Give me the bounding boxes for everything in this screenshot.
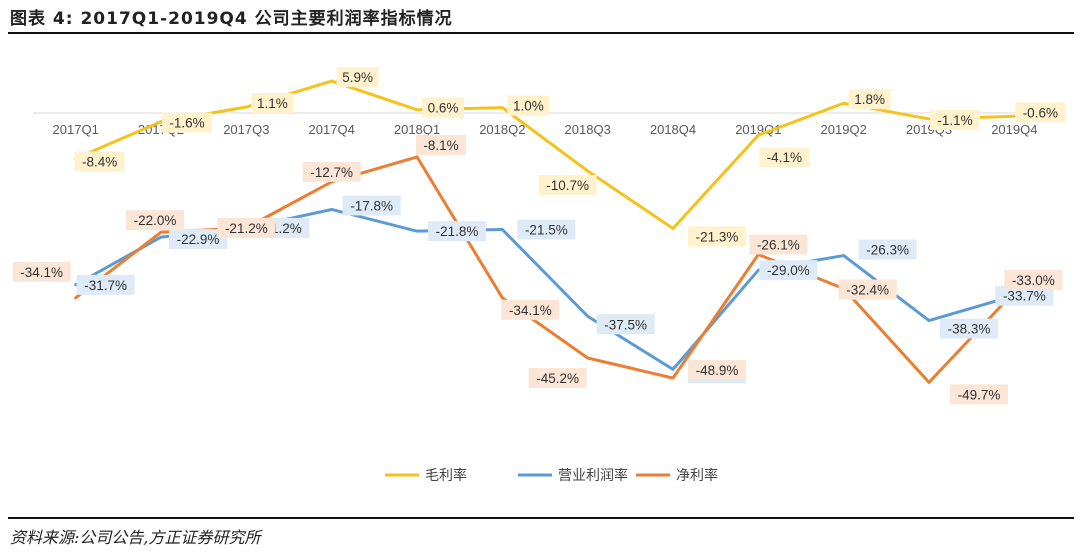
data-label: -0.6% bbox=[1023, 105, 1058, 120]
data-label-bg bbox=[428, 221, 486, 242]
data-label: -31.7% bbox=[84, 278, 127, 293]
data-label-bg bbox=[838, 279, 897, 300]
x-tick-label: 2017Q4 bbox=[309, 122, 355, 137]
data-label-bg bbox=[538, 174, 597, 195]
data-label-bg bbox=[12, 261, 71, 282]
data-label-bg bbox=[528, 367, 587, 388]
data-label-bg bbox=[759, 147, 810, 168]
data-label: -49.7% bbox=[958, 387, 1001, 402]
data-label-bg bbox=[507, 95, 550, 116]
data-label-bg bbox=[858, 239, 917, 260]
data-label: -38.3% bbox=[948, 322, 991, 337]
data-label-bg bbox=[950, 384, 1008, 405]
data-label-bg bbox=[336, 67, 379, 88]
data-label-bg bbox=[501, 299, 560, 320]
x-tick-label: 2019Q2 bbox=[821, 122, 867, 137]
data-label-bg bbox=[1015, 102, 1066, 123]
data-label: -8.1% bbox=[423, 138, 458, 153]
data-label: -34.1% bbox=[20, 265, 63, 280]
x-tick-label: 2019Q1 bbox=[735, 122, 781, 137]
data-label: -26.3% bbox=[866, 243, 909, 258]
data-label-bg bbox=[251, 93, 294, 114]
data-label-bg bbox=[749, 234, 808, 255]
data-label-bg bbox=[759, 260, 818, 281]
x-tick-label: 2018Q4 bbox=[650, 122, 696, 137]
data-label: -32.4% bbox=[846, 283, 889, 298]
data-label-bg bbox=[74, 151, 125, 172]
legend-label: 营业利润率 bbox=[558, 467, 628, 484]
data-label-bg bbox=[1004, 269, 1063, 290]
data-label: -21.8% bbox=[436, 224, 479, 239]
data-label: -10.7% bbox=[546, 178, 589, 193]
data-label-bg bbox=[995, 285, 1054, 306]
data-label: -21.2% bbox=[225, 221, 268, 236]
data-label: -8.4% bbox=[82, 155, 117, 170]
legend-label: 毛利率 bbox=[425, 467, 467, 484]
data-label: -22.0% bbox=[134, 213, 177, 228]
data-label: -17.8% bbox=[350, 198, 393, 213]
x-tick-label: 2018Q2 bbox=[479, 122, 525, 137]
x-tick-label: 2019Q4 bbox=[991, 122, 1037, 137]
data-label: -21.3% bbox=[696, 229, 739, 244]
x-tick-label: 2018Q3 bbox=[565, 122, 611, 137]
data-label: 1.8% bbox=[854, 92, 885, 107]
data-label-bg bbox=[416, 134, 466, 155]
data-label: -37.5% bbox=[604, 317, 647, 332]
x-tick-label: 2017Q3 bbox=[223, 122, 269, 137]
data-label-bg bbox=[517, 219, 576, 240]
data-label: -1.1% bbox=[937, 113, 972, 128]
data-label-bg bbox=[217, 217, 276, 238]
data-label: -26.1% bbox=[757, 237, 800, 252]
data-label: -45.2% bbox=[536, 371, 579, 386]
data-label: -48.9% bbox=[696, 363, 739, 378]
data-label-bg bbox=[126, 210, 184, 231]
data-label: 1.1% bbox=[257, 96, 288, 111]
data-label: -1.6% bbox=[169, 116, 204, 131]
data-label-bg bbox=[688, 360, 746, 381]
data-label-bg bbox=[848, 89, 891, 110]
data-label: -22.9% bbox=[177, 232, 220, 247]
footer-divider bbox=[8, 517, 1074, 519]
legend: 毛利率 营业利润率 净利率 bbox=[385, 467, 718, 484]
data-label-bg bbox=[688, 226, 746, 247]
data-label: -12.7% bbox=[310, 165, 353, 180]
chart-title: 图表 4: 2017Q1-2019Q4 公司主要利润率指标情况 bbox=[10, 9, 453, 29]
data-label-bg bbox=[596, 314, 655, 335]
legend-label: 净利率 bbox=[676, 467, 718, 484]
source-note: 资料来源:公司公告,方正证券研究所 bbox=[10, 528, 261, 547]
x-tick-label: 2017Q1 bbox=[53, 122, 99, 137]
title-divider bbox=[8, 32, 1074, 34]
data-labels: -8.4% -1.6% 1.1% 5.9% 0.6% 1.0% -10.7% -21.3% -4… bbox=[12, 67, 1066, 405]
data-label-bg bbox=[76, 274, 135, 295]
data-label-bg bbox=[302, 161, 361, 182]
data-label-bg bbox=[169, 229, 227, 250]
data-label: -33.0% bbox=[1012, 273, 1055, 288]
data-label-bg bbox=[940, 318, 998, 339]
data-label: -29.0% bbox=[767, 263, 810, 278]
data-label-bg bbox=[422, 97, 464, 118]
data-label-bg bbox=[930, 109, 980, 130]
data-label: 1.0% bbox=[513, 99, 544, 114]
data-label: 0.6% bbox=[428, 101, 459, 116]
data-label: -4.1% bbox=[767, 150, 802, 165]
data-label: -34.1% bbox=[509, 303, 552, 318]
x-tick-label: 2018Q1 bbox=[394, 122, 440, 137]
data-label-bg bbox=[162, 112, 212, 133]
data-label: -33.7% bbox=[1003, 289, 1046, 304]
data-label-bg bbox=[342, 195, 401, 216]
data-label: 5.9% bbox=[342, 70, 373, 85]
data-label: -21.5% bbox=[525, 223, 568, 238]
